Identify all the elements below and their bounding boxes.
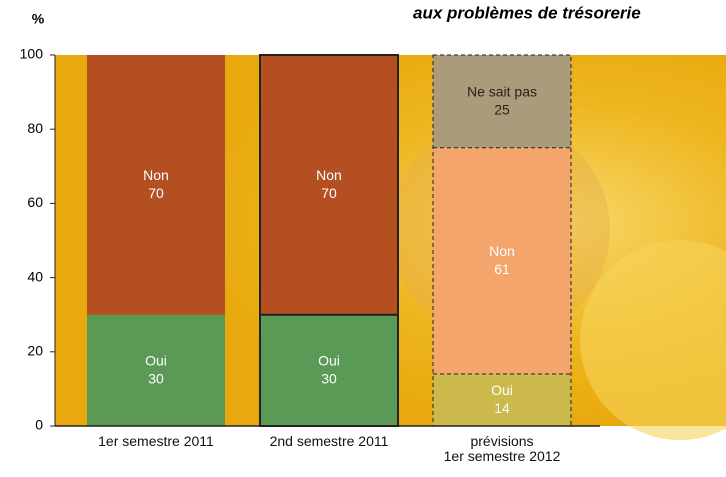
series-name: Oui [318,352,340,368]
x-tick-label: prévisions 1er semestre 2012 [443,433,561,464]
bar-segment [433,55,571,148]
y-tick-label: 80 [27,120,43,136]
series-name: Oui [491,382,513,398]
y-axis-label: % [32,11,45,27]
x-tick-label: 2nd semestre 2011 [269,433,389,449]
value-label: 70 [148,185,164,201]
y-tick-label: 100 [20,46,44,62]
value-label: 70 [321,185,337,201]
value-label: 30 [321,370,337,386]
bar-segment [260,55,398,315]
bar-segment [87,55,225,315]
value-label: 30 [148,370,164,386]
bar-segment [260,314,398,426]
y-tick-label: 60 [27,194,43,210]
segment-label: Non 70 [316,167,342,201]
bar-segment [433,374,571,426]
y-tick-label: 40 [27,268,43,284]
segment-label: Non 61 [489,243,515,277]
coin-decoration [580,240,726,440]
series-name: Non [143,167,169,183]
value-label: 25 [494,101,510,117]
value-label: 61 [494,261,510,277]
x-tick-label: 1er semestre 2011 [98,433,214,449]
bar-segment [433,147,571,375]
y-tick-label: 20 [27,343,43,359]
bar-segment [87,314,225,426]
chart-title: aux problèmes de trésorerie [413,3,641,22]
series-name: Non [489,243,515,259]
segment-label: Ne sait pas 25 [467,83,537,117]
series-name: Oui [145,352,167,368]
series-name: Ne sait pas [467,83,537,99]
value-label: 14 [494,400,510,416]
series-name: Non [316,167,342,183]
segment-label: Oui 30 [145,352,167,386]
segment-label: Non 70 [143,167,169,201]
segment-label: Oui 14 [491,382,513,416]
y-tick-label: 0 [35,417,43,433]
segment-label: Oui 30 [318,352,340,386]
